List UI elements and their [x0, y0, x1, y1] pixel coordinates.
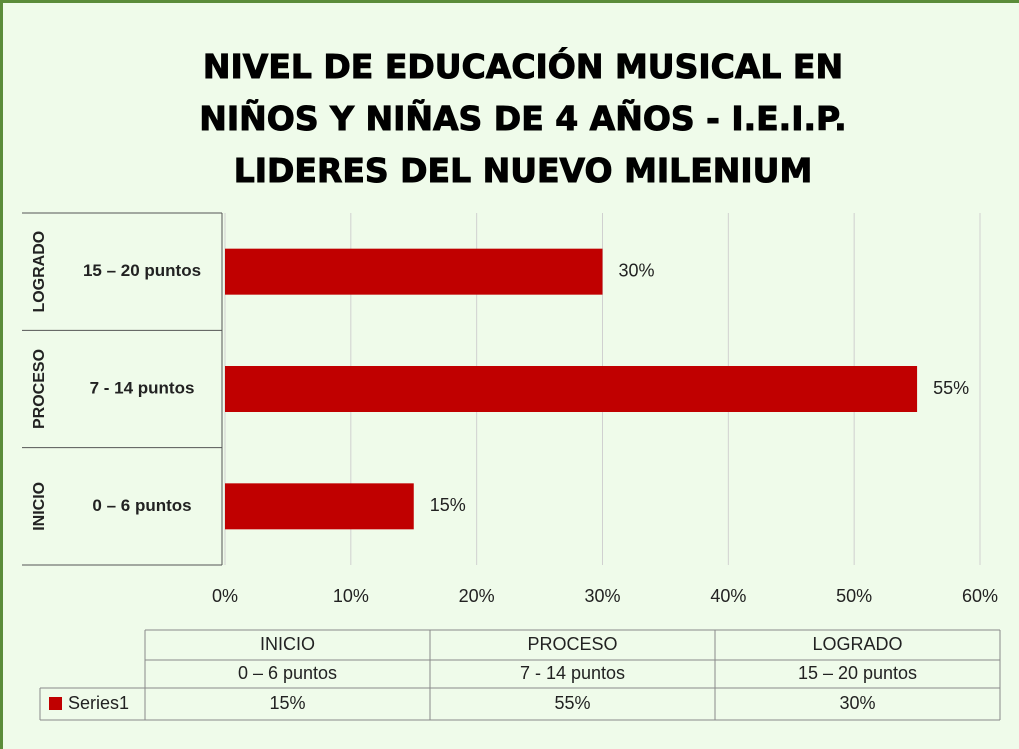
- title-line: NIÑOS Y NIÑAS DE 4 AÑOS - I.E.I.P.: [199, 99, 847, 139]
- group-label: INICIO: [31, 482, 48, 531]
- x-tick-label: 20%: [459, 586, 495, 606]
- bar: [225, 483, 414, 530]
- y-tick-label: 7 - 14 puntos: [90, 378, 195, 397]
- table-value: 30%: [839, 693, 875, 713]
- legend-label: Series1: [68, 693, 129, 713]
- table-group: INICIO: [260, 634, 315, 654]
- table-group: LOGRADO: [812, 634, 902, 654]
- table-value: 55%: [554, 693, 590, 713]
- y-tick-label: 0 – 6 puntos: [92, 496, 191, 515]
- table-category: 15 – 20 puntos: [798, 663, 917, 683]
- title-line: NIVEL DE EDUCACIÓN MUSICAL EN: [202, 47, 844, 87]
- table-value: 15%: [269, 693, 305, 713]
- table-group: PROCESO: [527, 634, 617, 654]
- table-category: 7 - 14 puntos: [520, 663, 625, 683]
- y-tick-label: 15 – 20 puntos: [83, 261, 201, 280]
- data-label: 55%: [933, 378, 969, 398]
- group-label: PROCESO: [31, 349, 48, 429]
- bar: [225, 366, 918, 412]
- legend-swatch: [49, 697, 62, 710]
- x-tick-label: 10%: [333, 586, 369, 606]
- x-tick-label: 60%: [962, 586, 998, 606]
- x-tick-label: 50%: [836, 586, 872, 606]
- table-category: 0 – 6 puntos: [238, 663, 337, 683]
- chart-title: NIVEL DE EDUCACIÓN MUSICAL EN NIÑOS Y NI…: [173, 41, 873, 197]
- x-tick-label: 40%: [710, 586, 746, 606]
- data-label: 15%: [430, 495, 466, 515]
- data-label: 30%: [619, 260, 655, 280]
- group-label: LOGRADO: [31, 231, 48, 313]
- bar: [225, 248, 603, 295]
- title-line: LIDERES DEL NUEVO MILENIUM: [233, 151, 813, 191]
- x-tick-label: 0%: [212, 586, 238, 606]
- x-tick-label: 30%: [584, 586, 620, 606]
